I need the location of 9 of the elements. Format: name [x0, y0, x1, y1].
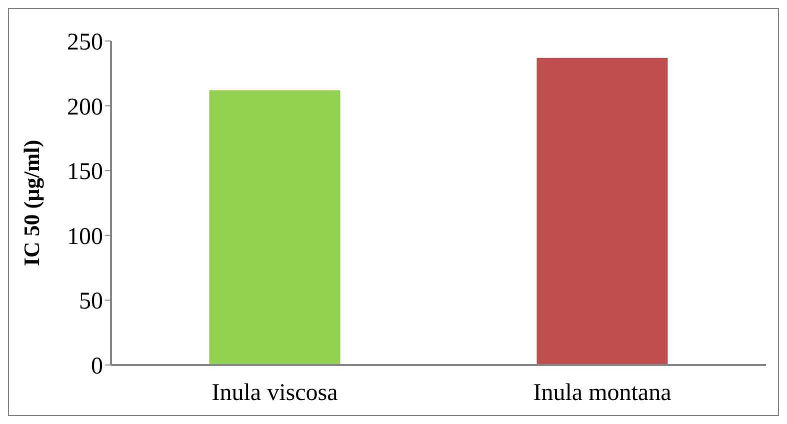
y-tick-label: 250: [67, 30, 103, 56]
x-tick-label: Inula montana: [533, 380, 672, 406]
y-tick-label: 200: [67, 94, 103, 120]
y-tick-label: 100: [67, 224, 103, 250]
y-tick-label: 150: [67, 159, 103, 186]
x-tick-label: Inula viscosa: [212, 380, 338, 406]
y-axis-title: IC 50 (µg/ml): [18, 140, 44, 266]
y-tick-label: 0: [91, 354, 103, 380]
y-tick-label: 50: [79, 288, 103, 315]
